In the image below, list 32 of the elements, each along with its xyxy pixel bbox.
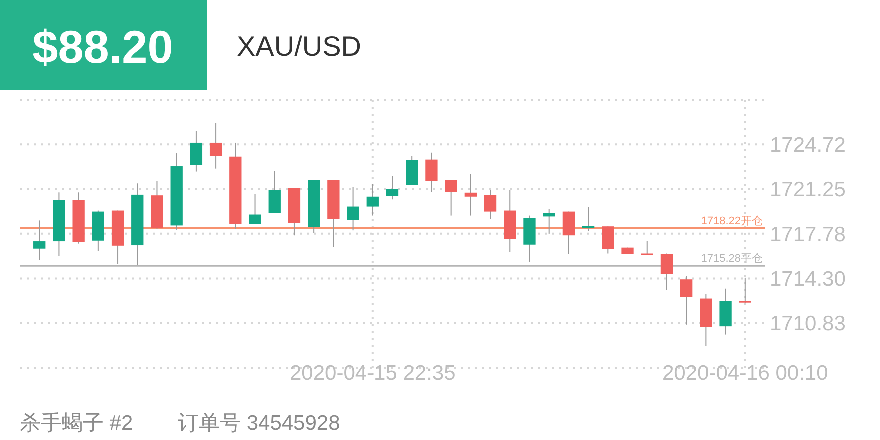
chart-subtitle: XAU/USD: [237, 31, 362, 62]
candlestick: [426, 152, 438, 192]
candlestick: [562, 211, 576, 255]
candlestick: [464, 174, 477, 216]
candlestick: [190, 130, 203, 172]
candlestick: [445, 180, 458, 216]
y-tick-label: 1714.30: [770, 268, 846, 292]
candlestick: [34, 220, 46, 261]
text: 订单号 34545928: [178, 412, 340, 435]
x-tick-label: 2020-04-16 00:10: [662, 362, 828, 385]
y-tick-label: 1717.78: [770, 223, 846, 246]
candlestick: [386, 176, 399, 200]
candlestick: [268, 170, 281, 214]
candlestick: [249, 194, 262, 225]
ref-line-label: 1715.28平仓: [701, 253, 763, 266]
candlestick: [366, 184, 379, 216]
candlestick: [602, 226, 614, 254]
x-tick-label: 2020-04-15 22:35: [290, 362, 456, 385]
y-tick-label: 1710.83: [770, 312, 846, 336]
y-tick-label: 1721.25: [770, 178, 846, 202]
chart-title: $88.20: [32, 21, 174, 73]
candlestick: [543, 208, 556, 234]
candlestick: [739, 277, 752, 304]
candlestick: [641, 240, 654, 256]
candlestick: [347, 186, 360, 232]
text: 杀手蝎子 #2: [20, 412, 134, 435]
candlestick: [484, 190, 497, 220]
candlestick: [660, 253, 674, 291]
candlestick: [680, 276, 693, 326]
y-tick-label: 1724.72: [770, 134, 846, 157]
ref-line-label: 1718.22开仓: [701, 215, 763, 228]
candlestick: [210, 122, 222, 170]
